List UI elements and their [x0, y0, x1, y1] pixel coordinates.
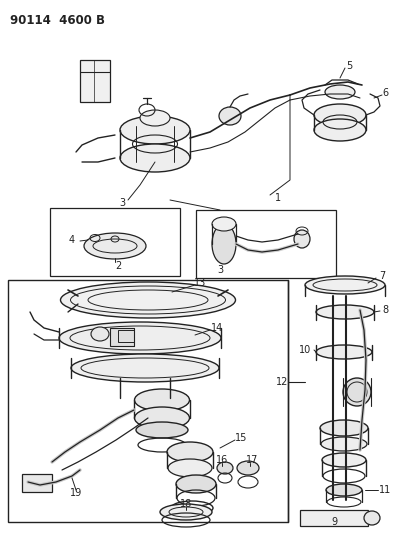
Text: 4: 4	[69, 235, 75, 245]
Ellipse shape	[59, 322, 221, 354]
Ellipse shape	[167, 442, 213, 462]
Ellipse shape	[212, 217, 236, 231]
Text: 8: 8	[382, 305, 388, 315]
Ellipse shape	[136, 422, 188, 438]
Ellipse shape	[61, 282, 235, 318]
Ellipse shape	[176, 475, 216, 493]
Ellipse shape	[325, 85, 355, 99]
Text: 19: 19	[70, 488, 82, 498]
Text: 6: 6	[382, 88, 388, 98]
Ellipse shape	[140, 110, 170, 126]
Text: 13: 13	[194, 278, 206, 288]
Ellipse shape	[217, 462, 233, 474]
Text: 3: 3	[217, 265, 223, 275]
Ellipse shape	[321, 437, 367, 451]
Bar	[22, 474, 52, 492]
Bar	[118, 330, 134, 342]
Text: 15: 15	[235, 433, 247, 443]
Ellipse shape	[322, 453, 366, 467]
Text: 18: 18	[180, 499, 192, 509]
Ellipse shape	[320, 420, 368, 436]
Ellipse shape	[314, 119, 366, 141]
Bar	[50, 208, 180, 276]
Ellipse shape	[219, 107, 241, 125]
Text: 1: 1	[275, 193, 281, 203]
Ellipse shape	[364, 511, 380, 525]
Bar	[80, 60, 110, 102]
Ellipse shape	[326, 484, 362, 496]
Ellipse shape	[316, 305, 374, 319]
Text: 16: 16	[216, 455, 228, 465]
Ellipse shape	[134, 389, 189, 411]
Text: 90114  4600 B: 90114 4600 B	[10, 14, 105, 27]
Ellipse shape	[120, 144, 190, 172]
Ellipse shape	[84, 233, 146, 259]
Text: 14: 14	[211, 323, 223, 333]
Ellipse shape	[168, 459, 212, 477]
Bar	[196, 210, 336, 278]
Text: 3: 3	[119, 198, 125, 208]
Text: 10: 10	[299, 345, 311, 355]
Ellipse shape	[314, 104, 366, 126]
Ellipse shape	[294, 230, 310, 248]
Ellipse shape	[71, 354, 219, 382]
Bar	[110, 328, 134, 346]
Ellipse shape	[305, 276, 385, 294]
Ellipse shape	[91, 327, 109, 341]
Ellipse shape	[134, 407, 189, 429]
Text: 9: 9	[331, 517, 337, 527]
Ellipse shape	[237, 461, 259, 475]
Bar	[300, 510, 368, 526]
Text: 7: 7	[379, 271, 385, 281]
Ellipse shape	[343, 378, 371, 406]
Text: 17: 17	[246, 455, 258, 465]
Text: 12: 12	[276, 377, 288, 387]
Ellipse shape	[212, 224, 236, 264]
Text: 5: 5	[346, 61, 352, 71]
Ellipse shape	[316, 345, 372, 359]
Text: 2: 2	[115, 261, 121, 271]
Ellipse shape	[160, 504, 212, 520]
Text: 11: 11	[379, 485, 391, 495]
Bar	[8, 280, 288, 522]
Ellipse shape	[120, 116, 190, 144]
